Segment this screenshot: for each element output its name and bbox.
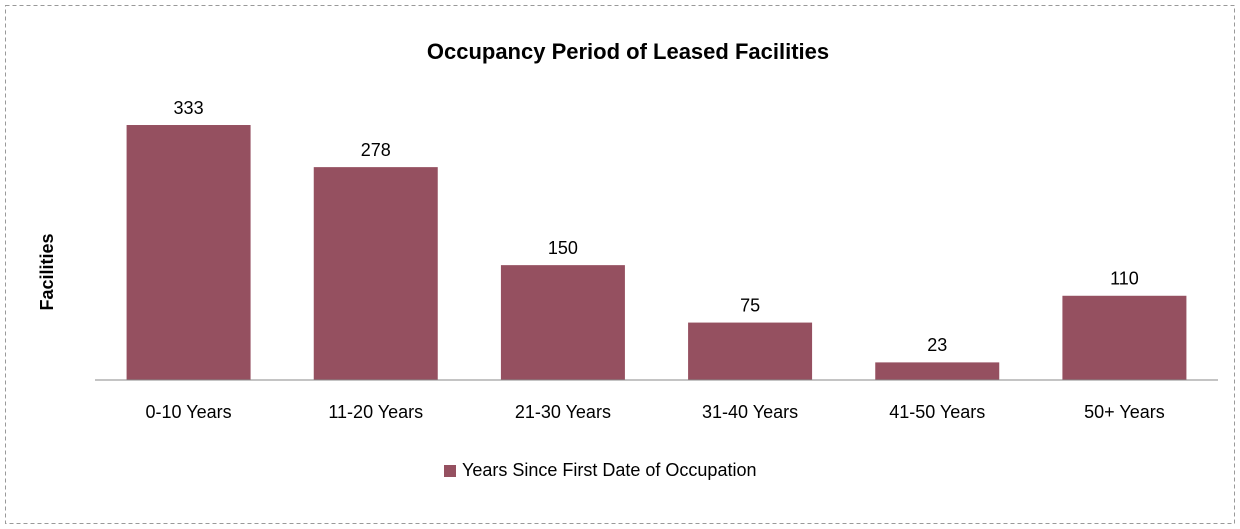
bar — [688, 322, 813, 380]
legend-swatch — [444, 465, 456, 477]
legend-label: Years Since First Date of Occupation — [462, 460, 756, 480]
chart-border — [5, 5, 1235, 524]
data-label: 110 — [1110, 269, 1139, 289]
data-label: 333 — [174, 98, 204, 118]
data-label: 75 — [740, 295, 760, 315]
bar — [1062, 295, 1187, 380]
x-tick-label: 41-50 Years — [889, 402, 985, 422]
bar — [875, 362, 1000, 380]
data-label: 150 — [548, 238, 578, 258]
x-tick-label: 31-40 Years — [702, 402, 798, 422]
x-tick-label: 0-10 Years — [146, 402, 232, 422]
y-axis-label: Facilities — [37, 233, 57, 310]
x-tick-label: 11-20 Years — [328, 402, 423, 422]
x-tick-label: 50+ Years — [1084, 402, 1165, 422]
data-label: 278 — [361, 140, 391, 160]
chart-title: Occupancy Period of Leased Facilities — [427, 39, 829, 64]
bar — [313, 167, 438, 380]
x-tick-label: 21-30 Years — [515, 402, 611, 422]
data-label: 23 — [927, 335, 947, 355]
bar — [500, 265, 625, 380]
bar — [126, 125, 251, 380]
